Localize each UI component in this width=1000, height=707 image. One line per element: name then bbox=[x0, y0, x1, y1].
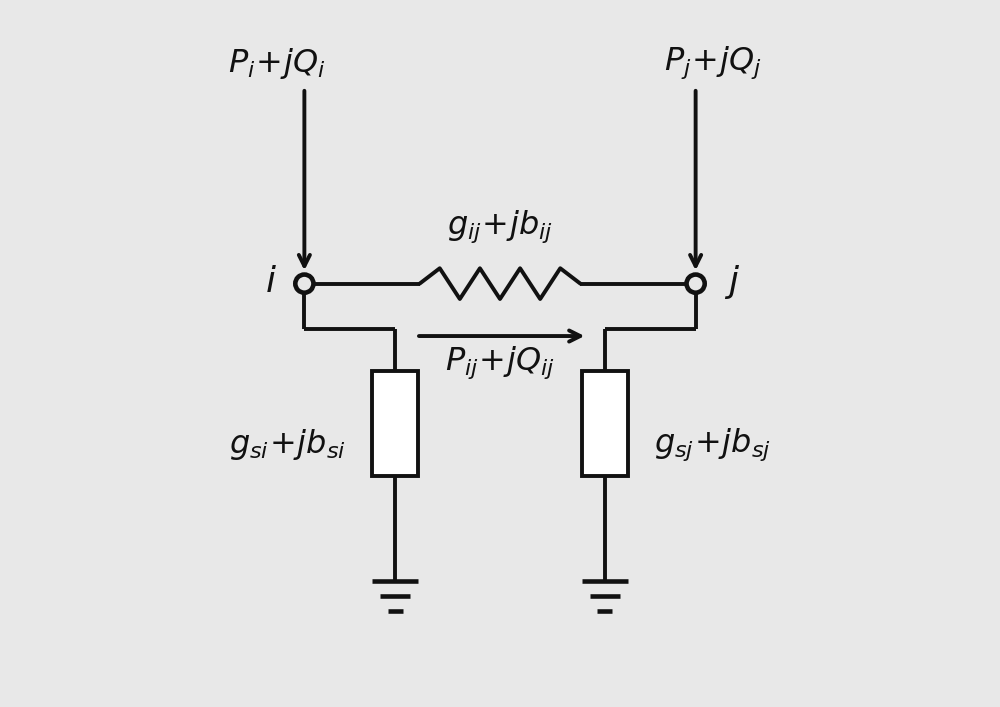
Circle shape bbox=[295, 274, 313, 293]
Text: $g_{si}\!+\!jb_{si}$: $g_{si}\!+\!jb_{si}$ bbox=[229, 427, 346, 462]
Text: $g_{sj}\!+\!jb_{sj}$: $g_{sj}\!+\!jb_{sj}$ bbox=[654, 426, 771, 462]
Text: $g_{ij}\!+\!jb_{ij}$: $g_{ij}\!+\!jb_{ij}$ bbox=[447, 209, 553, 245]
Text: $P_i\!+\!jQ_i$: $P_i\!+\!jQ_i$ bbox=[228, 46, 325, 81]
Text: $i$: $i$ bbox=[265, 265, 276, 299]
Circle shape bbox=[687, 274, 705, 293]
Text: $j$: $j$ bbox=[724, 263, 740, 301]
Text: $P_{ij}\!+\!jQ_{ij}$: $P_{ij}\!+\!jQ_{ij}$ bbox=[445, 344, 555, 381]
Text: $P_j\!+\!jQ_j$: $P_j\!+\!jQ_j$ bbox=[664, 45, 762, 81]
Bar bbox=[582, 371, 628, 476]
Bar bbox=[372, 371, 418, 476]
